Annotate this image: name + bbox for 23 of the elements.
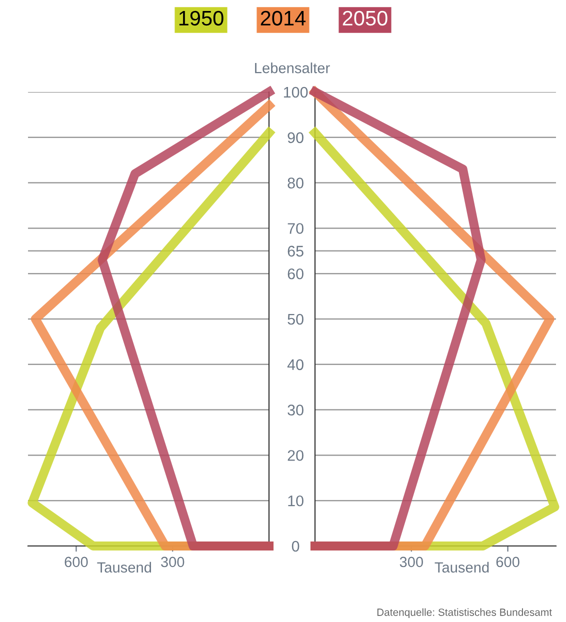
x-tick-label: 300 [160,556,184,568]
y-tick-label: 80 [288,178,304,188]
text: 2050 [342,10,388,26]
x-tick-label: 600 [64,556,88,568]
text: Datenquelle: Statistisches Bundesamt [377,608,552,618]
y-tick-label: 65 [288,246,304,257]
y-tick-label: 70 [288,223,304,234]
x-tick-label: 600 [496,556,520,568]
y-tick-label: 50 [288,314,304,325]
y-tick-label: 10 [288,495,304,506]
y-tick-label: 100 [284,86,308,98]
y-tick-label: 30 [288,404,304,416]
x-axis-title: Tausend [434,562,489,573]
x-tick-label: 300 [400,556,423,568]
y-tick-label: 60 [288,268,304,280]
x-axis-title: Tausend [97,562,152,573]
y-tick-label: 0 [292,540,300,552]
text: 1950 [179,10,224,26]
text: 2014 [260,10,306,26]
y-tick-label: 20 [288,450,304,461]
y-tick-label: 40 [287,359,304,370]
y-tick-label: 90 [288,132,304,144]
y-axis-title: Lebensalter [255,62,330,74]
